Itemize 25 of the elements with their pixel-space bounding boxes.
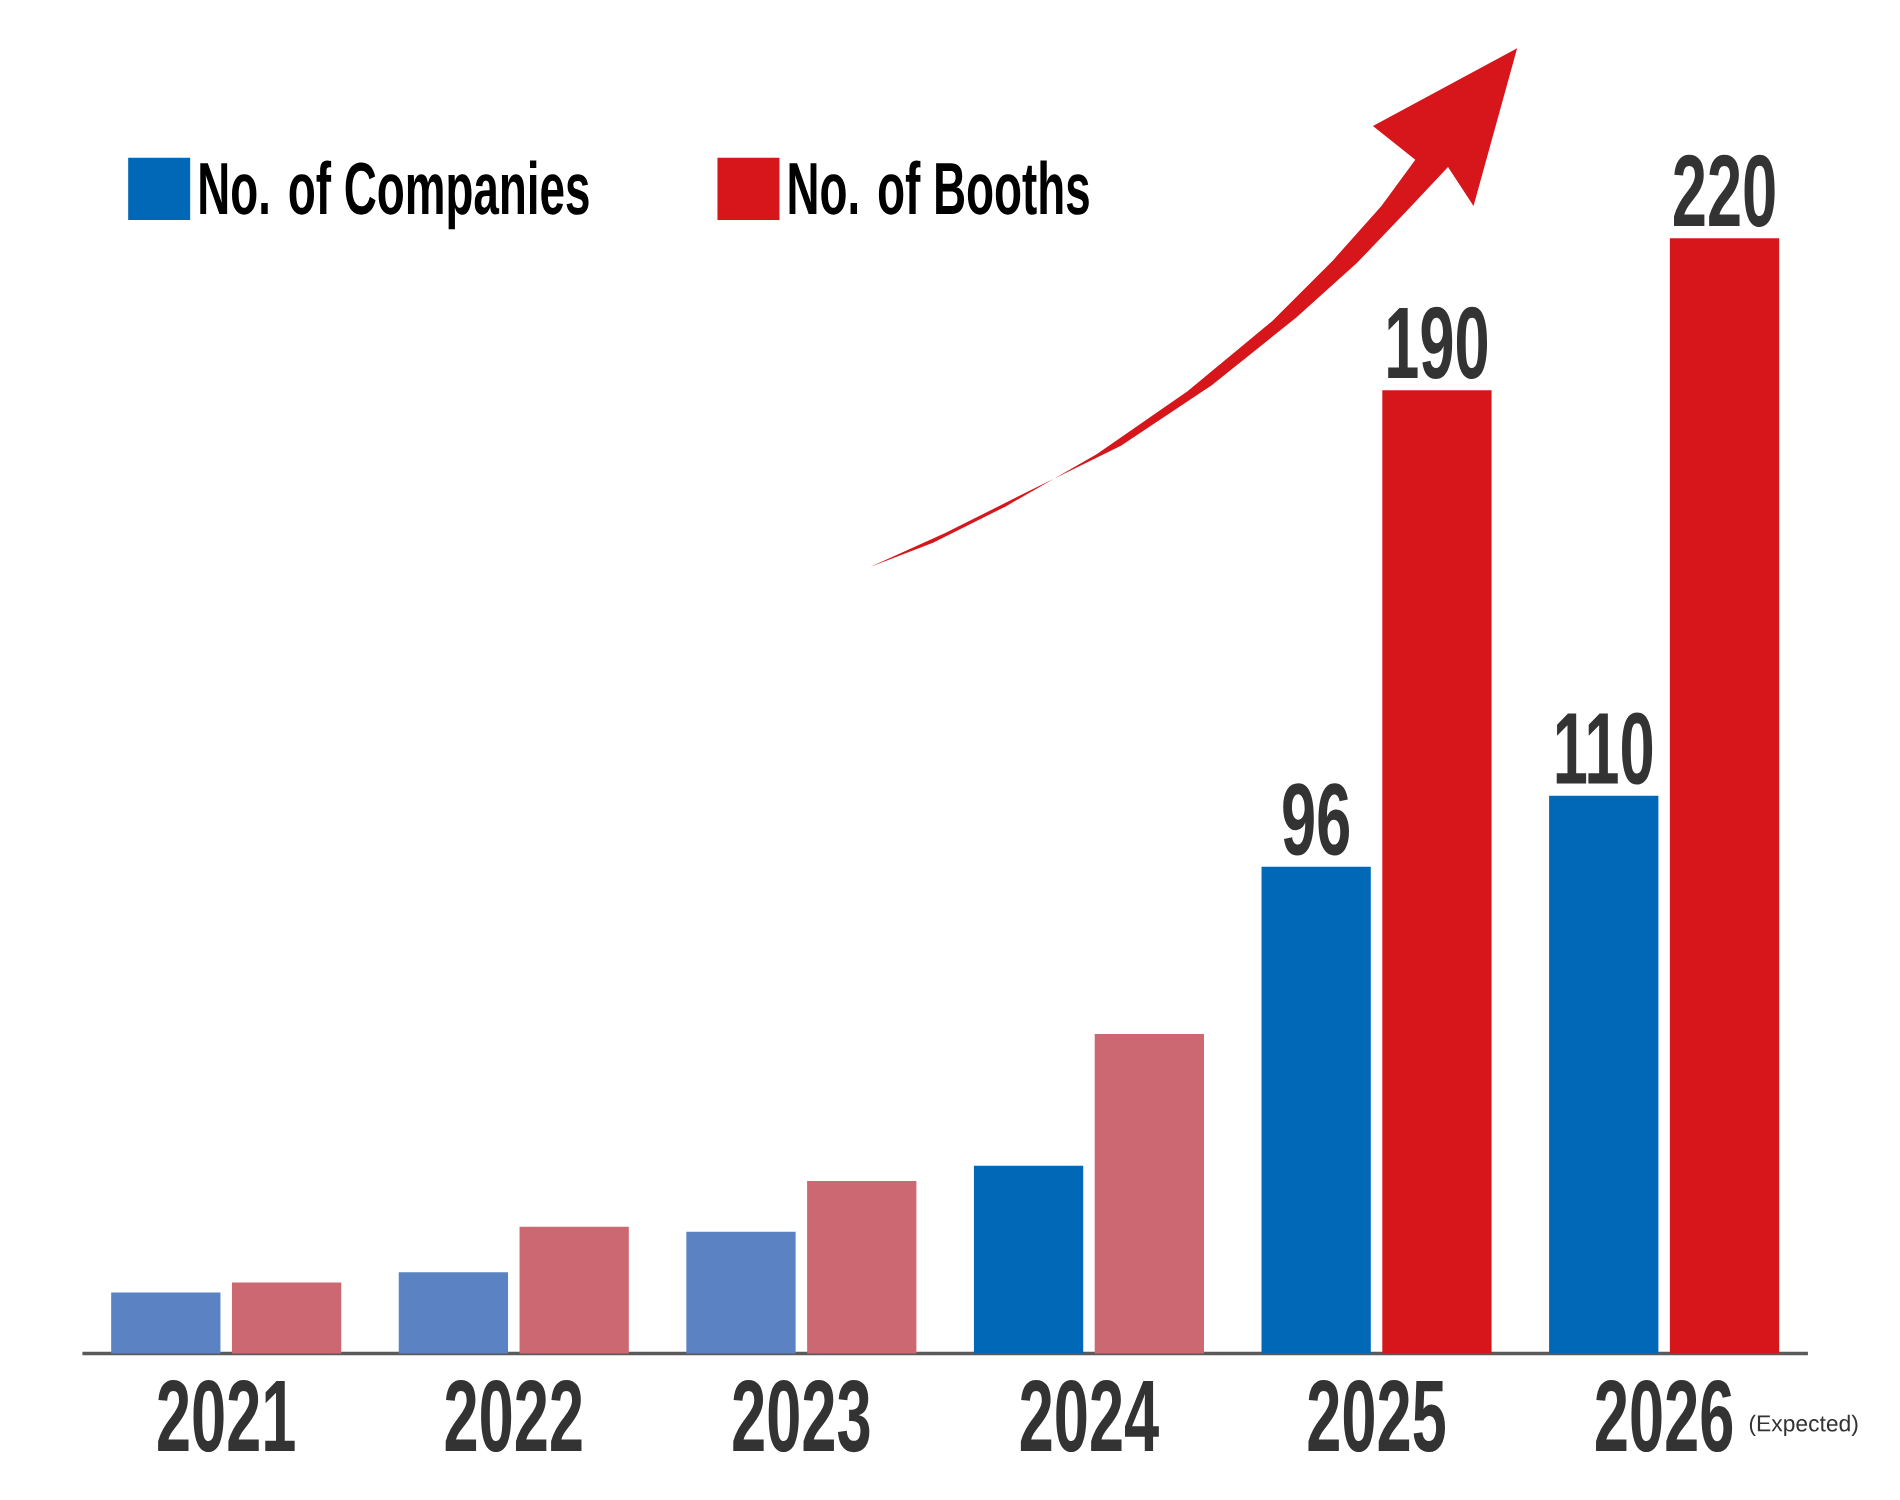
bar <box>973 1165 1084 1354</box>
data-label: 110 <box>1556 712 1653 785</box>
x-tick-label: 2026 <box>1596 1379 1733 1453</box>
bar <box>231 1282 342 1354</box>
bar <box>1382 390 1492 1354</box>
x-tick-label: 2023 <box>733 1379 870 1453</box>
bar <box>1669 238 1780 1354</box>
legend-label: No. of Companies <box>200 160 589 230</box>
bar <box>1261 866 1371 1354</box>
bar <box>686 1231 796 1354</box>
data-label: 96 <box>1283 783 1349 856</box>
data-label: 220 <box>1674 154 1775 227</box>
text: (Expected) <box>1749 1414 1858 1437</box>
bar <box>1549 795 1659 1354</box>
x-tick-label: 2021 <box>158 1379 295 1453</box>
x-tick-label: 2024 <box>1020 1379 1159 1453</box>
x-tick-label: 2022 <box>445 1379 582 1453</box>
bar <box>111 1292 221 1354</box>
x-tick-label: 2025 <box>1308 1379 1446 1453</box>
bar <box>807 1181 917 1354</box>
bar <box>519 1226 629 1354</box>
legend-label: No. of Booths <box>789 160 1089 215</box>
bar <box>1094 1034 1204 1354</box>
bar <box>398 1272 509 1354</box>
data-label: 190 <box>1388 306 1488 380</box>
